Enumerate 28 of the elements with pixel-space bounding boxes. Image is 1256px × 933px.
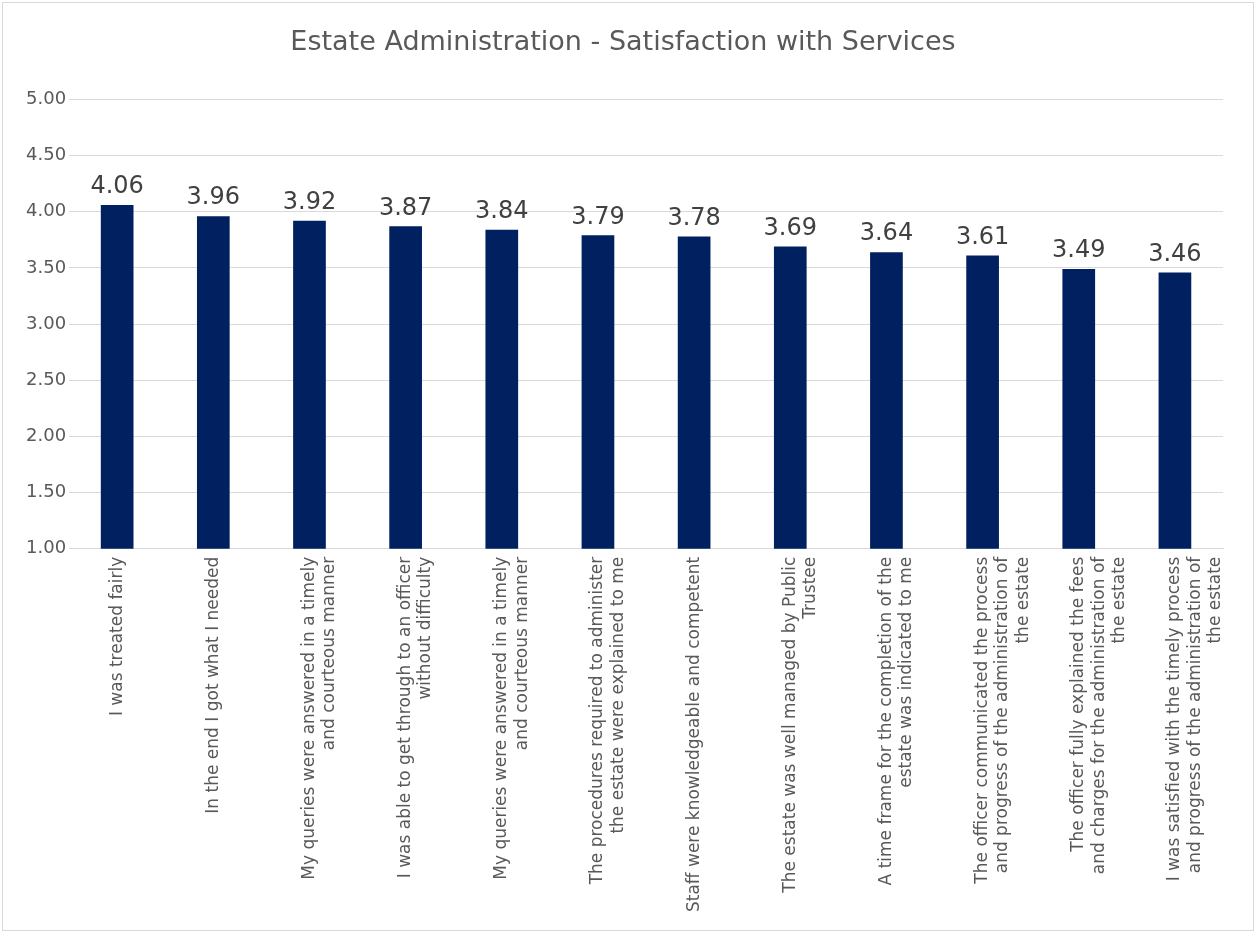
data-label: 3.87 [378,192,433,221]
y-tick-label: 4.00 [26,199,67,221]
data-label: 3.78 [667,202,721,231]
x-tick-label: In the end I got what I needed [201,556,222,814]
y-tick-label: 4.50 [26,143,67,165]
data-label: 3.69 [763,212,817,241]
data-label: 3.92 [282,186,337,215]
x-tick-label: The estate was well managed by Public Trustee [778,556,820,894]
data-label: 3.79 [571,201,625,230]
data-label: 3.96 [186,182,241,211]
data-label: 3.49 [1052,235,1106,264]
y-tick-label: 1.50 [26,480,67,502]
data-label: 3.84 [475,195,529,224]
data-label: 3.46 [1148,238,1202,267]
y-tick-label: 3.00 [26,311,67,333]
x-tick-label: I was treated fairly [105,556,126,717]
y-tick-label: 2.00 [26,424,67,446]
data-label: 3.61 [955,221,1010,250]
x-tick-label: Staff were knowledgeable and competent [682,556,703,913]
y-tick-label: 5.00 [26,87,67,109]
data-label: 3.64 [859,218,914,247]
y-tick-label: 3.50 [26,255,67,277]
y-tick-label: 2.50 [26,367,67,389]
x-tick-label: A time frame for the completion of the estate was indicated to me [874,556,916,886]
y-tick-label: 1.00 [26,536,67,558]
data-label: 4.06 [90,171,144,200]
x-tick-label: My queries were answered in a timely and courteous manner [297,556,339,880]
chart-title: Estate Administration - Satisfaction with Services [290,25,956,57]
